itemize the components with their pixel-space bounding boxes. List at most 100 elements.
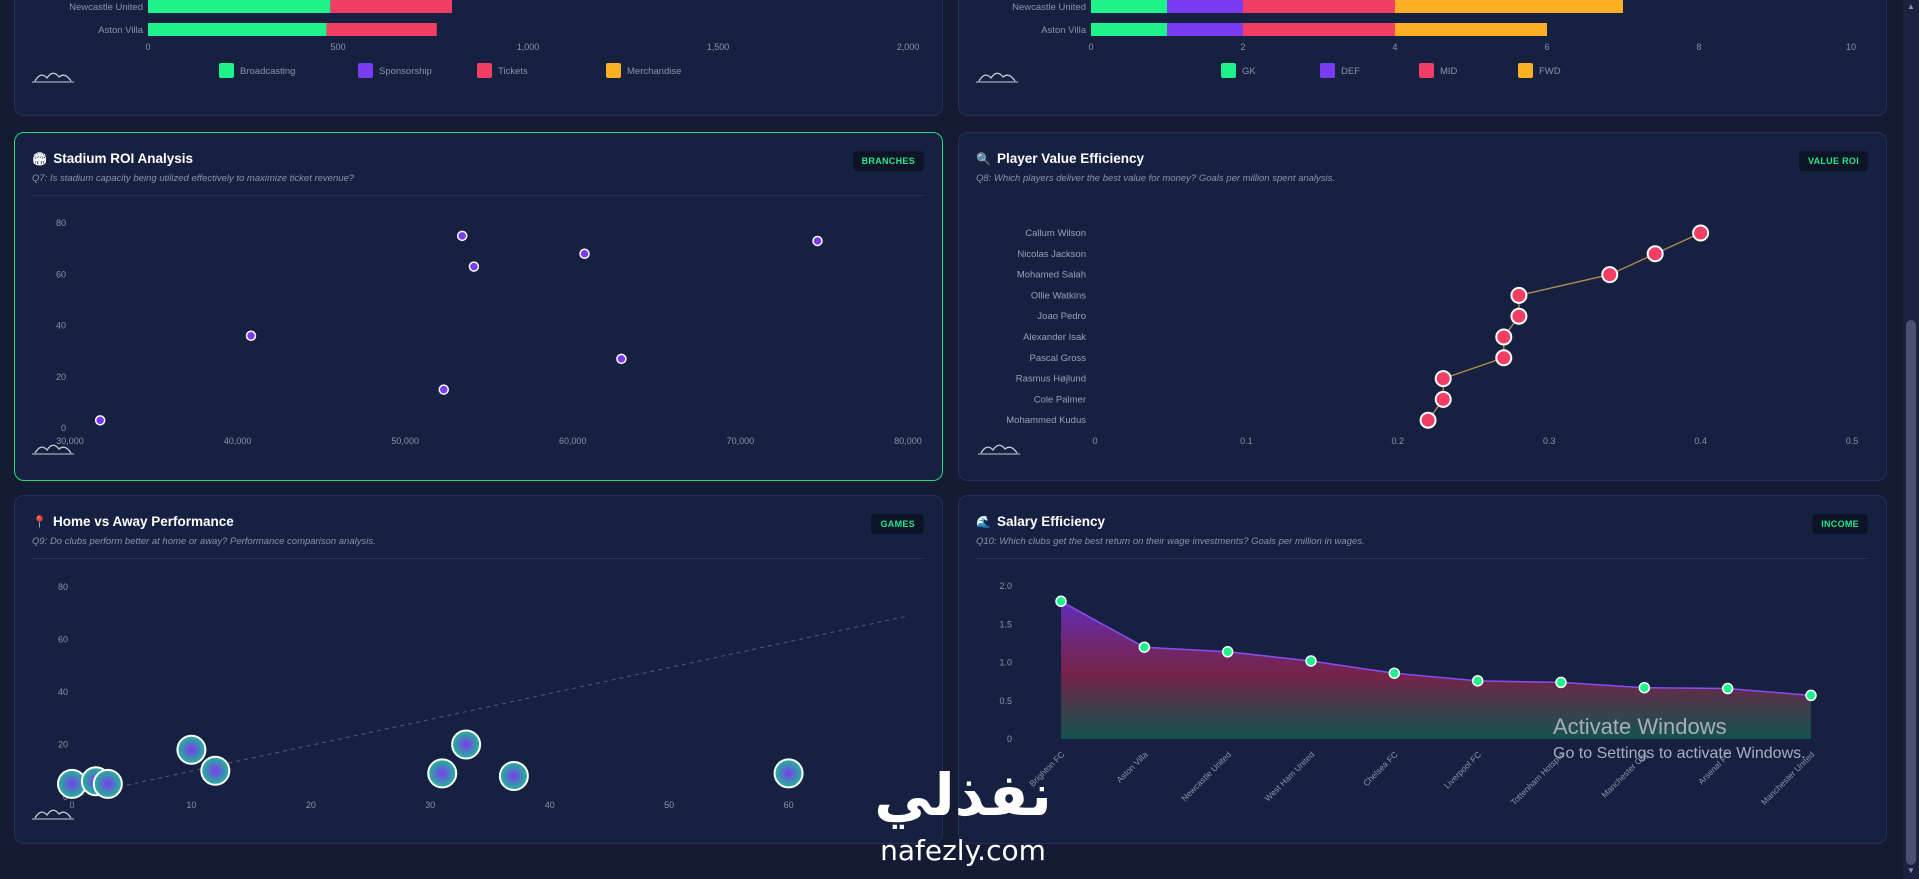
x-tick-label: 0.5	[1846, 436, 1859, 446]
y-tick-label: 80	[58, 582, 68, 592]
x-tick-label: 1,500	[707, 42, 730, 52]
y-tick-label: 0	[1007, 734, 1012, 744]
y-tick-label: 80	[56, 218, 66, 228]
x-tick-label: 50,000	[391, 436, 419, 446]
data-point	[1510, 286, 1528, 304]
category-label: Pascal Gross	[1030, 353, 1087, 364]
legend-label: Merchandise	[627, 66, 681, 77]
bubble-point	[427, 758, 458, 789]
watermark-url: nafezly.com	[880, 834, 1046, 867]
scroll-down-arrow[interactable]: ▼	[1907, 866, 1915, 875]
legend-swatch	[219, 63, 234, 78]
watermark: نفذلي nafezly.com	[848, 757, 1078, 869]
category-label: Callum Wilson	[1025, 228, 1086, 239]
x-tick-label: 500	[330, 42, 345, 52]
branches-badge[interactable]: BRANCHES	[852, 151, 924, 171]
data-point	[1305, 655, 1317, 667]
bubble-point	[451, 729, 482, 760]
bar-segment	[1167, 23, 1243, 36]
legend-label: FWD	[1539, 66, 1561, 77]
data-point	[1601, 266, 1619, 284]
scatter-point	[94, 415, 106, 426]
data-point	[1638, 681, 1651, 694]
x-tick-label: 0.1	[1240, 436, 1253, 446]
bubble-point	[498, 761, 529, 791]
chart-logo-icon	[978, 72, 1016, 82]
x-tick-label: 1,000	[517, 42, 540, 52]
x-tick-label: 0	[1092, 436, 1097, 446]
x-tick-label: 0.2	[1392, 436, 1405, 446]
data-point	[1646, 245, 1664, 263]
x-tick-label: 50	[664, 800, 674, 810]
income-badge[interactable]: INCOME	[1812, 514, 1868, 534]
series-line	[1427, 232, 1701, 421]
panel-title: 🌊 Salary Efficiency	[976, 514, 1105, 529]
bubble-point	[200, 755, 231, 786]
bar-segment	[148, 23, 327, 36]
legend-swatch	[606, 63, 621, 78]
games-badge[interactable]: GAMES	[871, 514, 924, 534]
trend-line	[71, 615, 909, 798]
watermark-arabic: نفذلي	[874, 761, 1052, 829]
x-tick-label: 0.4	[1694, 436, 1707, 446]
scatter-point	[579, 248, 590, 259]
legend-label: Sponsorship	[379, 66, 432, 77]
panel-title-text: Home vs Away Performance	[52, 514, 234, 529]
data-point	[1138, 641, 1151, 653]
category-label: Mohamed Salah	[1017, 270, 1086, 281]
divider	[32, 558, 925, 559]
y-tick-label: 40	[58, 687, 68, 697]
x-tick-label: 40	[545, 800, 555, 810]
legend-swatch	[1221, 63, 1236, 78]
x-tick-label: 60	[784, 800, 794, 810]
stadium-roi-panel[interactable]: 🏟 Stadium ROI Analysis Q7: Is stadium cap…	[14, 132, 943, 481]
pin-icon: 📍	[32, 515, 47, 529]
bar-segment	[1243, 23, 1395, 36]
legend-swatch	[1320, 63, 1335, 78]
activate-title: Activate Windows	[1553, 714, 1727, 739]
magnifier-icon: 🔍	[976, 152, 991, 166]
category-label: Ollie Watkins	[1031, 290, 1086, 301]
x-tick-label: 2	[1240, 42, 1245, 52]
legend-swatch	[1518, 63, 1533, 78]
bar-segment	[148, 0, 331, 13]
legend-swatch	[1419, 63, 1434, 78]
value-roi-badge[interactable]: VALUE ROI	[1798, 151, 1868, 171]
category-label: Mohammed Kudus	[1006, 415, 1086, 426]
panel-subtitle: Q7: Is stadium capacity being utilized e…	[32, 173, 355, 184]
panel-subtitle: Q8: Which players deliver the best value…	[976, 173, 1336, 184]
legend-label: Tickets	[498, 66, 528, 77]
scatter-point	[468, 261, 480, 272]
x-tick-label: Chelsea FC	[1361, 749, 1400, 788]
y-tick-label: 20	[58, 740, 68, 750]
data-point	[1555, 676, 1567, 689]
x-tick-label: 6	[1544, 42, 1549, 52]
data-point	[1495, 328, 1513, 346]
data-point	[1805, 689, 1817, 702]
scatter-point	[245, 330, 257, 341]
category-label: Nicolas Jackson	[1017, 249, 1086, 260]
legend-swatch	[358, 63, 373, 78]
salary-efficiency-panel[interactable]: 🌊 Salary Efficiency Q10: Which clubs get …	[958, 495, 1887, 844]
home-away-panel[interactable]: 📍 Home vs Away Performance Q9: Do clubs p…	[14, 495, 943, 844]
bar-segment	[1243, 0, 1395, 13]
x-tick-label: 10	[1846, 42, 1856, 52]
bar-segment	[1167, 0, 1243, 13]
scatter-point	[616, 353, 627, 365]
scrollbar-thumb[interactable]	[1906, 320, 1916, 865]
scroll-up-arrow[interactable]: ▲	[1907, 2, 1915, 11]
panel-title: 📍 Home vs Away Performance	[32, 514, 234, 529]
player-value-panel[interactable]: 🔍 Player Value Efficiency Q8: Which playe…	[958, 132, 1887, 481]
data-point	[1692, 224, 1710, 242]
category-label: Rasmus Højlund	[1016, 374, 1086, 385]
stadium-icon: 🏟	[32, 152, 48, 166]
data-point	[1388, 667, 1401, 679]
squad-panel: Newcastle United Aston Villa 0 2 4 6 8 10 GK DEF M…	[958, 0, 1887, 116]
stadium-roi-chart: 0 20 40 60 80 30,000 40,000 50,000 60,000 70,000 8…	[32, 218, 922, 455]
chart-logo-icon	[34, 444, 72, 454]
category-label: Aston Villa	[98, 25, 143, 36]
data-point	[1495, 349, 1513, 367]
chart-logo-icon	[980, 444, 1018, 454]
